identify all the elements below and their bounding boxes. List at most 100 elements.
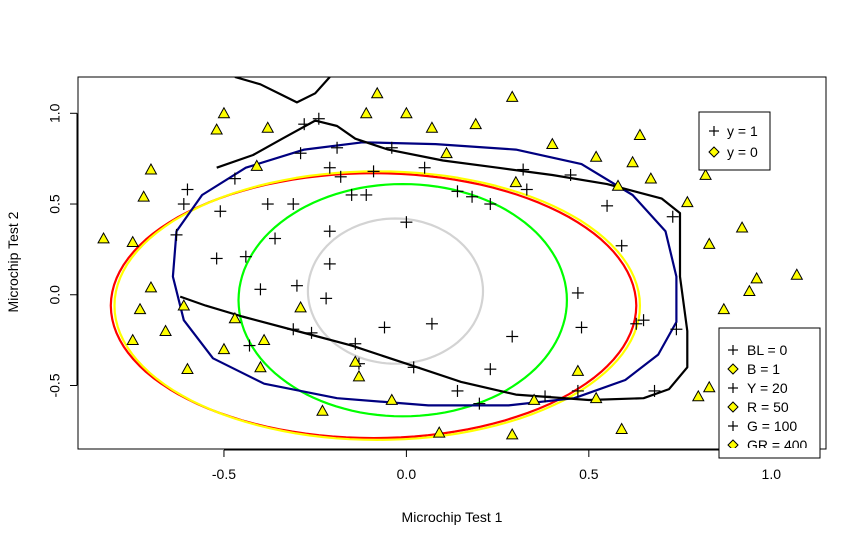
legend-label: R = 50 xyxy=(747,399,789,415)
y-tick-label: 1.0 xyxy=(47,103,63,123)
data-point-fail xyxy=(527,393,541,405)
data-point-pass xyxy=(210,252,223,265)
data-point-fail xyxy=(137,190,151,202)
data-point-pass xyxy=(575,321,588,334)
data-point-pass xyxy=(466,190,479,203)
data-point-pass xyxy=(367,165,380,178)
data-point-pass xyxy=(484,363,497,376)
data-point-pass xyxy=(615,239,628,252)
data-point-pass xyxy=(290,279,303,292)
data-point-fail xyxy=(699,168,712,180)
y-tick-label: -0.5 xyxy=(47,373,63,397)
data-point-fail xyxy=(348,355,362,367)
data-point-fail xyxy=(316,404,329,416)
data-point-pass xyxy=(323,161,336,174)
legend-points: y = 1 y = 0 xyxy=(698,111,771,171)
data-point-pass xyxy=(287,198,300,211)
data-point-fail xyxy=(133,302,147,315)
data-point-fail xyxy=(717,302,731,315)
data-point-fail xyxy=(790,268,804,280)
data-point-fail xyxy=(702,237,716,249)
data-point-fail xyxy=(370,86,384,99)
contour-gr-400 xyxy=(306,217,485,365)
data-point-pass xyxy=(334,170,347,183)
contour-g-100 xyxy=(237,183,568,418)
data-point-fail xyxy=(743,284,756,297)
data-point-pass xyxy=(571,286,584,299)
data-point-fail xyxy=(385,393,399,405)
data-point-pass xyxy=(666,210,679,223)
legend-label: GR = 400 xyxy=(747,437,808,453)
data-point-pass xyxy=(287,323,300,336)
data-point-fail xyxy=(250,159,264,171)
data-point-fail xyxy=(261,121,275,133)
legend-points-box xyxy=(698,111,771,171)
x-tick-label: 0.5 xyxy=(579,466,599,482)
data-point-fail xyxy=(217,342,231,355)
data-point-pass xyxy=(378,321,391,334)
data-point-fail xyxy=(589,150,603,162)
axis-layer: -0.5 0.0 0.5 1.0 -0.5 0.0 0.5 1.0 xyxy=(47,103,782,482)
legend-label: BL = 0 xyxy=(747,342,788,358)
data-point-fail xyxy=(228,311,242,324)
data-point-pass xyxy=(360,188,373,201)
data-point-fail xyxy=(210,123,224,135)
data-point-fail xyxy=(400,106,413,119)
data-point-fail xyxy=(611,179,625,191)
data-point-fail xyxy=(505,90,519,102)
data-point-pass xyxy=(331,141,344,154)
data-point-pass xyxy=(312,112,325,125)
data-point-pass xyxy=(349,337,362,350)
data-point-fail xyxy=(509,175,523,188)
data-point-fail xyxy=(144,280,158,293)
data-point-fail xyxy=(181,362,194,375)
data-point-fail xyxy=(126,333,140,346)
data-point-fail xyxy=(97,231,110,244)
data-point-pass xyxy=(418,161,431,174)
data-point-fail xyxy=(432,426,446,438)
legend-plus-marker xyxy=(709,126,719,136)
contour-layer xyxy=(109,77,689,441)
x-axis-label: Microchip Test 1 xyxy=(402,509,503,525)
data-point-pass xyxy=(517,163,530,176)
data-point-pass xyxy=(670,323,683,336)
data-point-pass xyxy=(425,317,438,330)
data-point-pass xyxy=(177,198,190,211)
data-point-pass xyxy=(451,384,464,397)
data-point-pass xyxy=(239,250,252,263)
data-point-fail xyxy=(505,427,519,440)
x-tick-label: -0.5 xyxy=(212,466,236,482)
data-point-pass xyxy=(648,384,661,397)
legend-label: y = 0 xyxy=(727,144,758,160)
data-point-fail xyxy=(469,117,483,130)
data-point-pass xyxy=(520,183,533,196)
data-point-pass xyxy=(243,339,256,352)
contour-y-20 xyxy=(113,170,641,441)
data-point-pass xyxy=(181,183,194,196)
data-point-fail xyxy=(425,121,439,133)
data-point-fail xyxy=(644,172,658,184)
data-point-fail xyxy=(750,271,764,284)
data-point-fail xyxy=(691,389,705,402)
data-point-pass xyxy=(323,225,336,238)
data-point-fail xyxy=(702,380,716,393)
data-point-fail xyxy=(144,163,158,175)
legend-contours: BL = 0 B = 1 Y = 20 R = 50 G = 100 GR = 400 xyxy=(718,327,821,459)
data-point-pass xyxy=(254,283,267,296)
data-point-pass xyxy=(170,228,183,241)
data-point-fail xyxy=(177,299,191,311)
data-point-fail xyxy=(545,137,559,150)
data-point-fail xyxy=(254,360,267,373)
data-point-pass xyxy=(269,232,282,245)
legend-label: B = 1 xyxy=(747,361,780,377)
data-point-fail xyxy=(217,106,231,119)
data-point-fail xyxy=(680,195,694,208)
data-point-pass xyxy=(294,147,307,160)
legend-label: G = 100 xyxy=(747,418,797,434)
data-point-pass xyxy=(601,199,614,212)
data-point-pass xyxy=(451,185,464,198)
legend-plus-marker xyxy=(728,345,738,355)
contour-b-1 xyxy=(171,141,678,407)
data-point-pass xyxy=(400,216,413,229)
data-point-pass xyxy=(214,205,227,218)
